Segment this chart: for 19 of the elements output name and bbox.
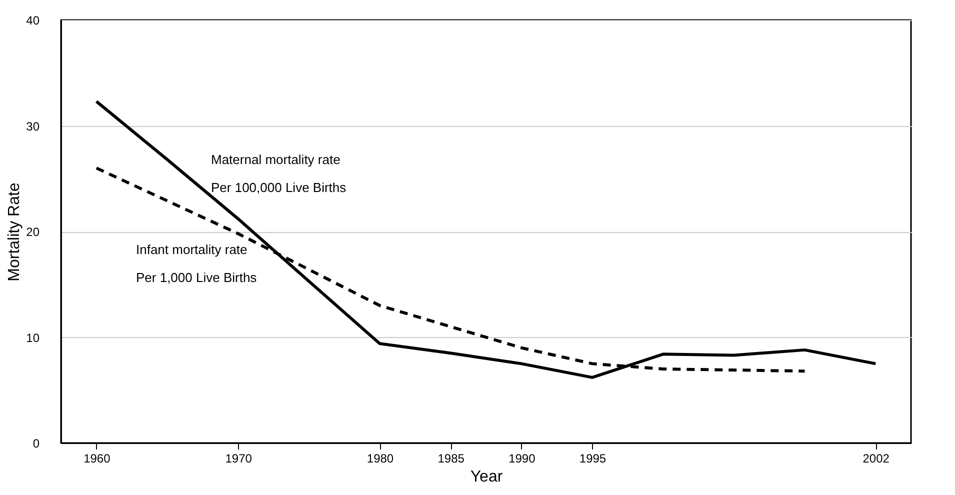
- x-axis-title: Year: [470, 468, 504, 486]
- annotation: Per 1,000 Live Births: [136, 270, 258, 285]
- annotation: Per 100,000 Live Births: [211, 180, 347, 195]
- y-tick-label: 0: [32, 436, 40, 450]
- y-tick-label: 20: [26, 225, 40, 239]
- line-series: [94, 100, 878, 379]
- x-tick-label: 1990: [508, 452, 536, 466]
- y-tick-label: 30: [26, 119, 40, 134]
- series-label: Infant mortality rate: [136, 242, 248, 257]
- y-tick-label: 10: [26, 330, 40, 345]
- x-tick-label: 1995: [579, 452, 606, 466]
- y-axis-title: Mortality Rate: [6, 182, 24, 282]
- y-tick-label: 40: [26, 14, 40, 28]
- x-tick-label: 1970: [225, 452, 252, 466]
- x-tick-label: 1985: [438, 452, 465, 466]
- series-label: Maternal mortality rate: [211, 152, 340, 167]
- x-tick-label: 2002: [862, 452, 890, 466]
- x-tick-label: 1960: [84, 452, 111, 466]
- x-tick-label: 1980: [366, 452, 394, 466]
